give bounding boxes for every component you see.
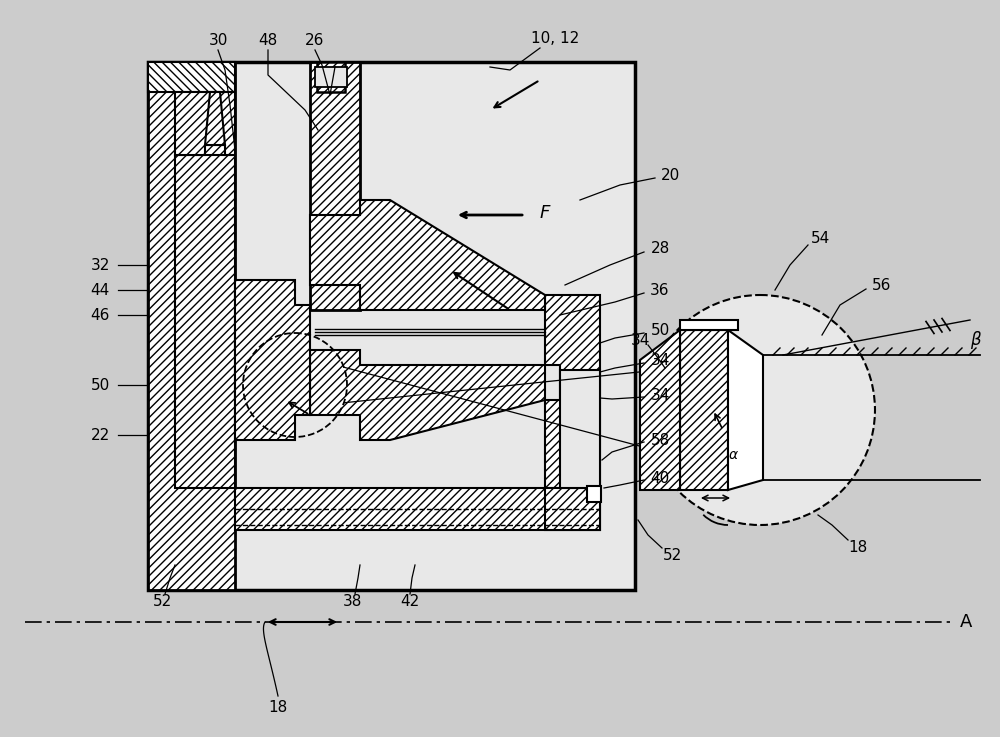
Text: 28: 28 [650, 240, 670, 256]
Polygon shape [680, 320, 738, 330]
Polygon shape [545, 295, 600, 488]
Text: 34: 34 [650, 352, 670, 368]
Text: 50: 50 [650, 323, 670, 338]
Polygon shape [148, 62, 235, 92]
Text: 30: 30 [208, 32, 228, 47]
Text: α: α [728, 448, 738, 462]
Text: 26: 26 [305, 32, 325, 47]
Text: 50: 50 [90, 377, 110, 393]
Text: 48: 48 [258, 32, 278, 47]
Polygon shape [728, 330, 763, 490]
Text: 32: 32 [90, 257, 110, 273]
Text: F: F [540, 204, 550, 222]
Text: A: A [960, 613, 972, 631]
Text: 36: 36 [650, 282, 670, 298]
Bar [315, 67, 347, 87]
Bar [560, 370, 600, 488]
Bar [587, 486, 601, 502]
Polygon shape [175, 92, 235, 155]
Text: 22: 22 [90, 427, 110, 442]
Text: 18: 18 [848, 540, 868, 556]
Polygon shape [640, 330, 680, 490]
Text: 54: 54 [810, 231, 830, 245]
Polygon shape [235, 280, 310, 440]
Text: 18: 18 [268, 700, 288, 716]
Circle shape [645, 295, 875, 525]
Polygon shape [310, 350, 545, 440]
Text: 34: 34 [630, 332, 650, 348]
Text: 44: 44 [90, 282, 110, 298]
Polygon shape [680, 330, 728, 490]
Text: 42: 42 [400, 595, 420, 609]
Polygon shape [205, 92, 225, 145]
Text: 58: 58 [650, 433, 670, 447]
Text: 56: 56 [872, 278, 892, 293]
Polygon shape [235, 488, 600, 530]
Text: 38: 38 [342, 595, 362, 609]
Bar [148, 62, 635, 590]
Text: 34: 34 [650, 388, 670, 402]
Text: 20: 20 [660, 167, 680, 183]
Bar [317, 62, 345, 92]
Polygon shape [310, 200, 545, 310]
Polygon shape [310, 62, 360, 310]
Text: 52: 52 [663, 548, 683, 562]
Polygon shape [545, 488, 600, 530]
Polygon shape [148, 62, 235, 590]
Text: 10, 12: 10, 12 [531, 30, 579, 46]
Text: 52: 52 [153, 595, 173, 609]
Text: 40: 40 [650, 470, 670, 486]
Text: β: β [970, 331, 980, 349]
Polygon shape [175, 155, 235, 488]
Text: 46: 46 [90, 307, 110, 323]
